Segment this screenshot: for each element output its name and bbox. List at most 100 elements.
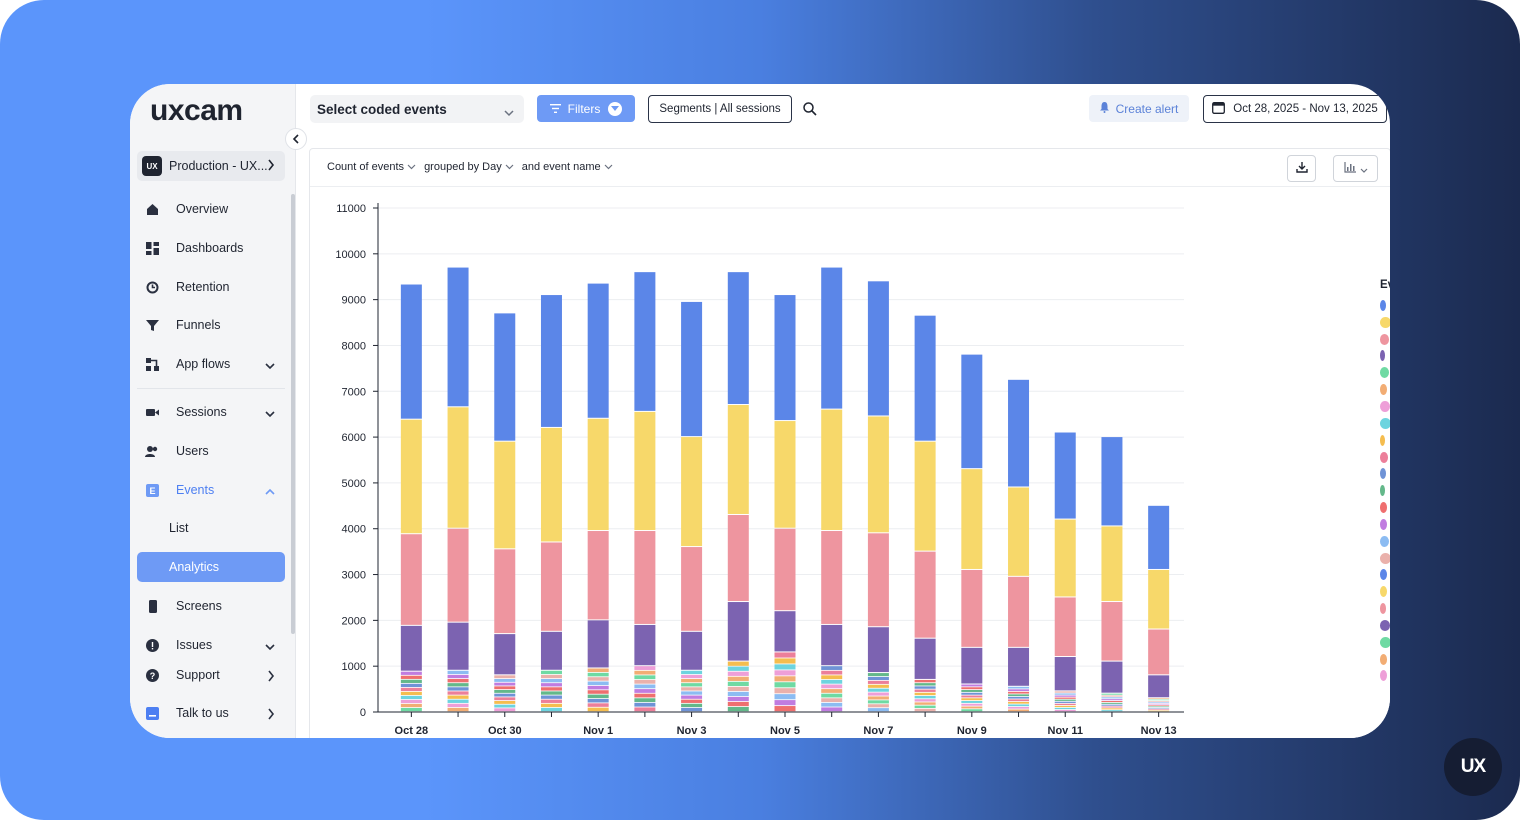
- legend-item[interactable]: Product purchase complete: [1380, 348, 1390, 365]
- legend-item[interactable]: Phone number registered: [1380, 432, 1390, 449]
- bar-segment-view-product-category: [540, 295, 562, 427]
- search-icon[interactable]: [803, 102, 817, 121]
- sidebar-subitem-analytics[interactable]: Analytics: [137, 552, 285, 582]
- legend-item[interactable]: Password success: [1380, 499, 1390, 516]
- group-by-selector[interactable]: grouped by Day: [424, 161, 514, 173]
- bar-segment-add-to-cart: [587, 418, 609, 531]
- legend-item[interactable]: rageTap: [1380, 415, 1390, 432]
- download-button[interactable]: [1287, 155, 1316, 182]
- legend-item[interactable]: Product purchase cancelled: [1380, 482, 1390, 499]
- legend-item[interactable]: Login successful: [1380, 651, 1390, 668]
- legend-item[interactable]: Purchase complete: [1380, 381, 1390, 398]
- bar-segment-minor-event: [494, 697, 516, 701]
- legend-item[interactable]: Add to cart: [1380, 314, 1390, 331]
- legend-item[interactable]: Remove from cart: [1380, 668, 1390, 685]
- app-window: uxcam UX Production - UX... Overview Das…: [130, 84, 1390, 738]
- chevron-down-icon: [1360, 160, 1368, 178]
- legend-item[interactable]: Password fail: [1380, 533, 1390, 550]
- legend-item[interactable]: Email registered: [1380, 449, 1390, 466]
- legend-dot: [1380, 552, 1390, 564]
- sidebar-item-screens[interactable]: Screens: [137, 591, 285, 621]
- legend-item[interactable]: view product category: [1380, 297, 1390, 314]
- legend-item[interactable]: Username registered: [1380, 465, 1390, 482]
- bar-segment-minor-event: [634, 707, 656, 712]
- date-range-picker[interactable]: Oct 28, 2025 - Nov 13, 2025: [1203, 95, 1387, 123]
- bar-segment-minor-event: [540, 670, 562, 675]
- legend-dot: [1380, 619, 1390, 631]
- bar-segment-product-purchase-complete: [961, 647, 983, 684]
- bar-segment-minor-event: [587, 690, 609, 694]
- bar-segment-view-product: [494, 549, 516, 634]
- bar-segment-product-purchase-complete: [540, 631, 562, 670]
- bar-segment-minor-event: [774, 664, 796, 670]
- sidebar-item-app-flows[interactable]: App flows: [137, 349, 285, 379]
- legend-item[interactable]: view product: [1380, 331, 1390, 348]
- collapse-sidebar-button[interactable]: [285, 128, 307, 150]
- filter-icon: [549, 102, 561, 116]
- bar-segment-minor-event: [681, 670, 703, 675]
- bar-segment-minor-event: [634, 693, 656, 698]
- legend-dot: [1380, 299, 1386, 311]
- sidebar-subitem-list[interactable]: List: [169, 521, 189, 535]
- legend-item[interactable]: Password entered: [1380, 583, 1390, 600]
- bar-segment-view-product: [587, 531, 609, 620]
- sidebar-item-label: Retention: [176, 280, 230, 294]
- bar-segment-minor-event: [494, 690, 516, 693]
- sidebar-item-sessions[interactable]: Sessions: [137, 397, 285, 427]
- bar-segment-view-product-category: [1008, 379, 1030, 487]
- dashboard-icon: [145, 241, 159, 255]
- legend-dot: [1380, 367, 1390, 379]
- legend-item[interactable]: Login fail: [1380, 634, 1390, 651]
- legend-item[interactable]: Username entered: [1380, 567, 1390, 584]
- metric-selector[interactable]: Count of events: [327, 161, 416, 173]
- chat-icon: [145, 706, 159, 720]
- bar-segment-minor-event: [540, 703, 562, 708]
- bar-segment-minor-event: [1008, 691, 1030, 694]
- y-tick-label: 6000: [342, 432, 366, 444]
- breakdown-selector[interactable]: and event name: [522, 161, 613, 173]
- legend-item[interactable]: UI Freeze: [1380, 550, 1390, 567]
- svg-text:?: ?: [149, 671, 155, 681]
- legend-item[interactable]: Purchase cancelled: [1380, 600, 1390, 617]
- sidebar-item-talk-to-us[interactable]: Talk to us: [137, 698, 285, 728]
- uxcam-logo: uxcam: [150, 94, 272, 131]
- select-events-label: Select coded events: [317, 101, 447, 117]
- bar-segment-minor-event: [727, 676, 749, 681]
- bar-segment-minor-event: [961, 706, 983, 709]
- chart-type-selector[interactable]: [1333, 155, 1378, 182]
- create-alert-button[interactable]: Create alert: [1089, 95, 1189, 122]
- sidebar-item-issues[interactable]: Issues: [137, 630, 285, 660]
- select-coded-events-dropdown[interactable]: Select coded events: [310, 95, 524, 123]
- sidebar-item-label: Dashboards: [176, 241, 244, 255]
- sidebar-item-retention[interactable]: Retention: [137, 272, 285, 302]
- home-icon: [145, 202, 159, 216]
- filters-button[interactable]: Filters: [537, 95, 635, 122]
- sidebar-item-users[interactable]: Users: [137, 436, 285, 466]
- sidebar-item-overview[interactable]: Overview: [137, 194, 285, 224]
- legend-item[interactable]: Sign up fail: [1380, 617, 1390, 634]
- grouped-label: grouped by: [424, 161, 480, 173]
- bar-segment-minor-event: [587, 694, 609, 699]
- legend-item[interactable]: add delivery: [1380, 398, 1390, 415]
- bar-segment-minor-event: [1101, 693, 1123, 695]
- bar-segment-minor-event: [867, 708, 889, 712]
- bar-segment-minor-event: [587, 677, 609, 681]
- bar-segment-add-to-cart: [821, 409, 843, 531]
- bar-segment-minor-event: [494, 693, 516, 697]
- bar-segment-minor-event: [1054, 703, 1076, 706]
- bar-segment-minor-event: [400, 703, 422, 708]
- legend-item[interactable]: add payment: [1380, 364, 1390, 381]
- segments-button[interactable]: Segments | All sessions: [648, 95, 792, 123]
- bar-chart-icon: [1343, 160, 1356, 178]
- sidebar-item-events[interactable]: E Events: [137, 475, 285, 505]
- bar-segment-minor-event: [1148, 706, 1170, 708]
- bar-segment-product-purchase-complete: [494, 634, 516, 675]
- sidebar-item-dashboards[interactable]: Dashboards: [137, 233, 285, 263]
- sidebar-item-funnels[interactable]: Funnels: [137, 310, 285, 340]
- project-switcher[interactable]: UX Production - UX...: [137, 151, 285, 181]
- sidebar-scrollbar[interactable]: [291, 194, 295, 634]
- legend-item[interactable]: Sign up successful: [1380, 516, 1390, 533]
- bar-segment-minor-event: [447, 670, 469, 675]
- bar-segment-product-purchase-complete: [1101, 661, 1123, 693]
- sidebar-item-support[interactable]: ? Support: [137, 660, 285, 690]
